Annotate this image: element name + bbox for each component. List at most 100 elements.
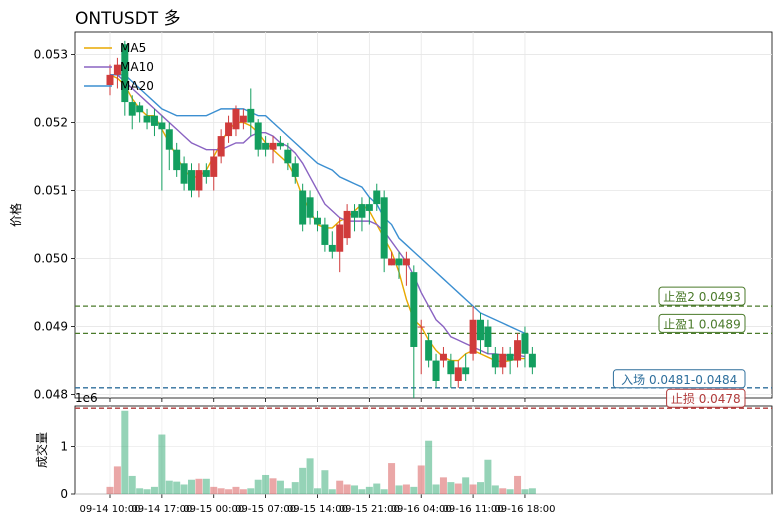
candle-body: [328, 244, 336, 252]
volume-bar: [262, 474, 270, 494]
legend-label-ma5: MA5: [120, 41, 146, 55]
candle-body: [313, 217, 321, 225]
x-tick-label: 09-16 18:00: [494, 504, 555, 515]
volume-bar: [306, 458, 314, 494]
volume-bar: [447, 482, 455, 494]
volume-bar: [239, 489, 247, 494]
candle-body: [136, 105, 144, 113]
candle-body: [113, 64, 121, 75]
price-tick-label: 0.048: [34, 388, 68, 402]
candles: [106, 40, 536, 398]
volume-bar: [521, 489, 529, 494]
volume-bar: [188, 479, 196, 494]
candle-body: [210, 156, 218, 177]
candle-body: [150, 115, 158, 126]
candle-body: [499, 353, 507, 368]
candle-body: [247, 108, 255, 123]
volume-bar: [395, 485, 403, 494]
volume-bar: [365, 486, 373, 494]
volume-bar: [158, 434, 166, 494]
candle-body: [447, 360, 455, 375]
volume-bar: [150, 486, 158, 494]
volume-bar: [136, 488, 144, 494]
volume-bar: [514, 475, 522, 494]
price-tick-label: 0.053: [34, 47, 68, 61]
candle-body: [121, 44, 129, 103]
candle-body: [477, 319, 484, 341]
volume-bar: [373, 483, 381, 494]
level-label-box: [658, 313, 746, 333]
candle-body: [469, 319, 477, 354]
legend-label-ma20: MA20: [120, 79, 154, 93]
level-label-box: [658, 286, 746, 306]
candle-body: [388, 258, 396, 266]
candle-body: [188, 170, 196, 191]
volume-bar: [254, 479, 262, 494]
volume-bar: [232, 486, 240, 494]
volume-bar: [477, 482, 484, 494]
candle-body: [491, 353, 499, 368]
volume-bar: [210, 486, 218, 494]
volume-grid: [71, 406, 772, 495]
volume-bar: [351, 485, 359, 494]
volume-bar: [439, 477, 447, 494]
level-lines: [75, 305, 772, 409]
volume-bar: [388, 463, 396, 494]
candle-body: [402, 258, 410, 266]
volume-bar: [225, 489, 233, 494]
volume-bar: [180, 484, 188, 494]
candle-body: [106, 74, 114, 86]
legend-label-ma10: MA10: [120, 60, 154, 74]
candle-body: [225, 122, 233, 137]
volume-bar: [173, 481, 181, 494]
candle-body: [299, 190, 307, 225]
candle-body: [358, 204, 366, 218]
candle-body: [395, 258, 403, 266]
volume-bar: [499, 488, 507, 494]
price-tick-label: 0.051: [34, 184, 68, 198]
volume-bar: [432, 484, 440, 494]
price-axis-label: 价格: [8, 203, 23, 227]
candle-body: [336, 224, 344, 252]
price-panel-frame: [74, 31, 773, 399]
volume-bar: [336, 480, 344, 494]
price-ytick-labels: 0.048 0.049 0.050 0.051 0.052 0.053: [34, 47, 68, 401]
volume-bar: [491, 485, 499, 494]
candle-body: [521, 333, 529, 354]
candle-body: [306, 197, 314, 218]
x-tick-label: 09-15 07:00: [235, 504, 296, 515]
candle-body: [514, 340, 522, 361]
volume-bar: [343, 484, 351, 494]
volume-bar: [113, 466, 121, 494]
candle-body: [262, 142, 270, 150]
candle-body: [343, 210, 351, 239]
candle-body: [254, 122, 262, 150]
volume-bar: [410, 486, 418, 494]
candle-body: [217, 136, 225, 157]
level-label-tp: 止盈1 0.0489: [663, 317, 740, 331]
chart-title: ONTUSDT 多: [75, 9, 181, 29]
candle-body: [462, 367, 470, 375]
candle-body: [454, 367, 462, 381]
volume-bar: [284, 488, 292, 494]
candle-body: [239, 115, 247, 123]
volume-bar: [328, 489, 336, 494]
level-label-box: [666, 388, 746, 408]
candle-body: [528, 353, 536, 368]
x-tick-label: 09-15 21:00: [339, 504, 400, 515]
volume-bar: [291, 482, 299, 494]
candle-body: [417, 326, 425, 328]
candle-body: [158, 122, 166, 130]
candle-body: [195, 170, 203, 191]
candle-body: [373, 190, 381, 205]
volume-bar: [462, 477, 470, 494]
ma-line-ma20: [110, 74, 526, 335]
ma-line-ma10: [110, 74, 526, 358]
candle-body: [202, 170, 210, 177]
candle-body: [276, 142, 284, 147]
volume-bar: [469, 484, 477, 494]
volume-tick-label: 0: [60, 487, 68, 501]
candle-body: [165, 129, 173, 150]
